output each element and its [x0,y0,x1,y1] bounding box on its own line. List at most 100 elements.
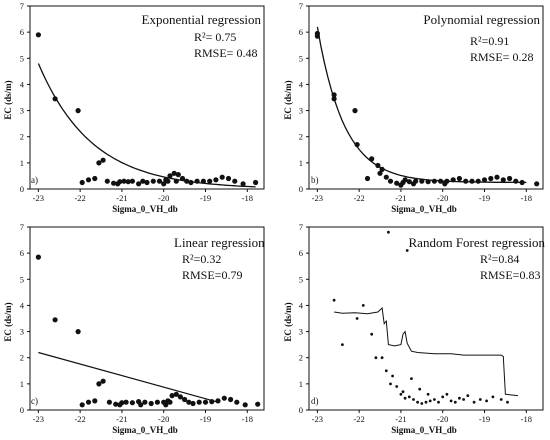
data-point [104,178,110,184]
panel-label: a) [31,175,38,185]
data-point [121,178,127,184]
panel-title: Random Forest regression [409,235,546,250]
data-point [369,156,375,162]
panel-polynomial: Polynomial regression R²=0.91 RMSE= 0.28… [283,1,544,214]
panel-label: b) [311,175,319,185]
data-point [125,179,131,185]
data-point [228,396,234,403]
data-point [79,402,85,408]
data-point [188,179,194,186]
y-tick-label: 4 [299,300,304,310]
y-tick-label: 1 [299,158,303,168]
data-point [75,329,81,335]
r2-stat: R²= 0.75 [194,30,236,44]
x-tick-label: -18 [521,193,532,203]
r2-stat: R²=0.32 [182,252,221,266]
x-tick-label: -23 [33,414,44,424]
data-point [225,175,232,182]
data-point [475,178,481,184]
y-tick-label: 1 [20,158,24,168]
data-point [255,401,261,407]
y-tick-label: 6 [299,27,303,37]
data-point [184,178,190,184]
data-point [466,394,470,397]
data-point [331,96,337,102]
data-point [431,178,437,184]
y-tick-label: 6 [299,248,303,258]
data-point [463,178,469,184]
data-point [389,382,392,386]
data-point [355,317,359,320]
panel-title: Polynomial regression [423,12,540,27]
data-point [494,174,500,180]
data-point [462,398,465,401]
data-point [202,399,209,405]
data-point [171,170,177,176]
data-point [332,298,336,302]
data-point [331,92,337,98]
data-point [412,398,415,401]
data-point [186,399,192,405]
data-point [92,398,98,404]
data-point [437,400,440,404]
data-point [519,179,525,186]
x-tick-label: -18 [242,193,253,203]
data-point [314,33,320,39]
x-axis-label: Sigma_0_VH_db [112,425,178,435]
data-point [75,108,81,114]
x-tick-label: -21 [116,193,127,203]
data-point [458,396,461,400]
y-tick-label: 5 [20,53,24,63]
data-point [140,178,146,184]
r2-stat: R²=0.84 [480,252,519,266]
data-point [35,254,42,260]
r2-stat: R²=0.91 [470,34,509,48]
plot-frame [29,226,265,411]
panel-random-forest: Random Forest regression R²=0.84 RMSE=0.… [283,222,545,435]
data-point [445,392,449,396]
data-point [379,166,385,172]
data-point [207,178,213,184]
data-point [410,377,413,380]
panel-label: d) [311,396,319,406]
panel-title: Linear regression [174,235,265,250]
plot-frame [29,5,265,190]
data-point [507,175,513,182]
data-point [209,399,215,405]
y-tick-label: 0 [20,405,24,415]
data-point [441,395,445,399]
data-point [419,178,425,184]
data-point [111,180,117,186]
data-point [200,178,206,184]
data-point [384,369,388,373]
data-point [500,177,506,183]
data-point [169,393,175,399]
data-point [52,317,58,323]
data-point [341,343,344,346]
data-point [138,402,144,408]
x-tick-label: -23 [33,193,44,203]
data-point [96,160,102,166]
data-point [163,402,169,408]
x-tick-label: -22 [353,414,364,424]
data-point [144,179,150,186]
data-point [242,402,248,408]
data-point [405,249,409,252]
data-point [175,172,181,178]
y-axis-label: EC (ds/m) [3,80,13,119]
data-point [100,157,106,163]
y-tick-label: 7 [299,1,303,11]
data-point [491,395,495,399]
data-point [167,399,173,405]
x-tick-label: -20 [158,414,169,424]
data-point [456,175,462,182]
data-point [398,182,404,188]
data-point [177,394,183,400]
data-point [148,400,154,407]
data-point [85,399,92,405]
data-point [472,400,476,404]
x-tick-label: -23 [312,193,323,203]
data-point [123,399,129,405]
data-point [403,396,407,400]
